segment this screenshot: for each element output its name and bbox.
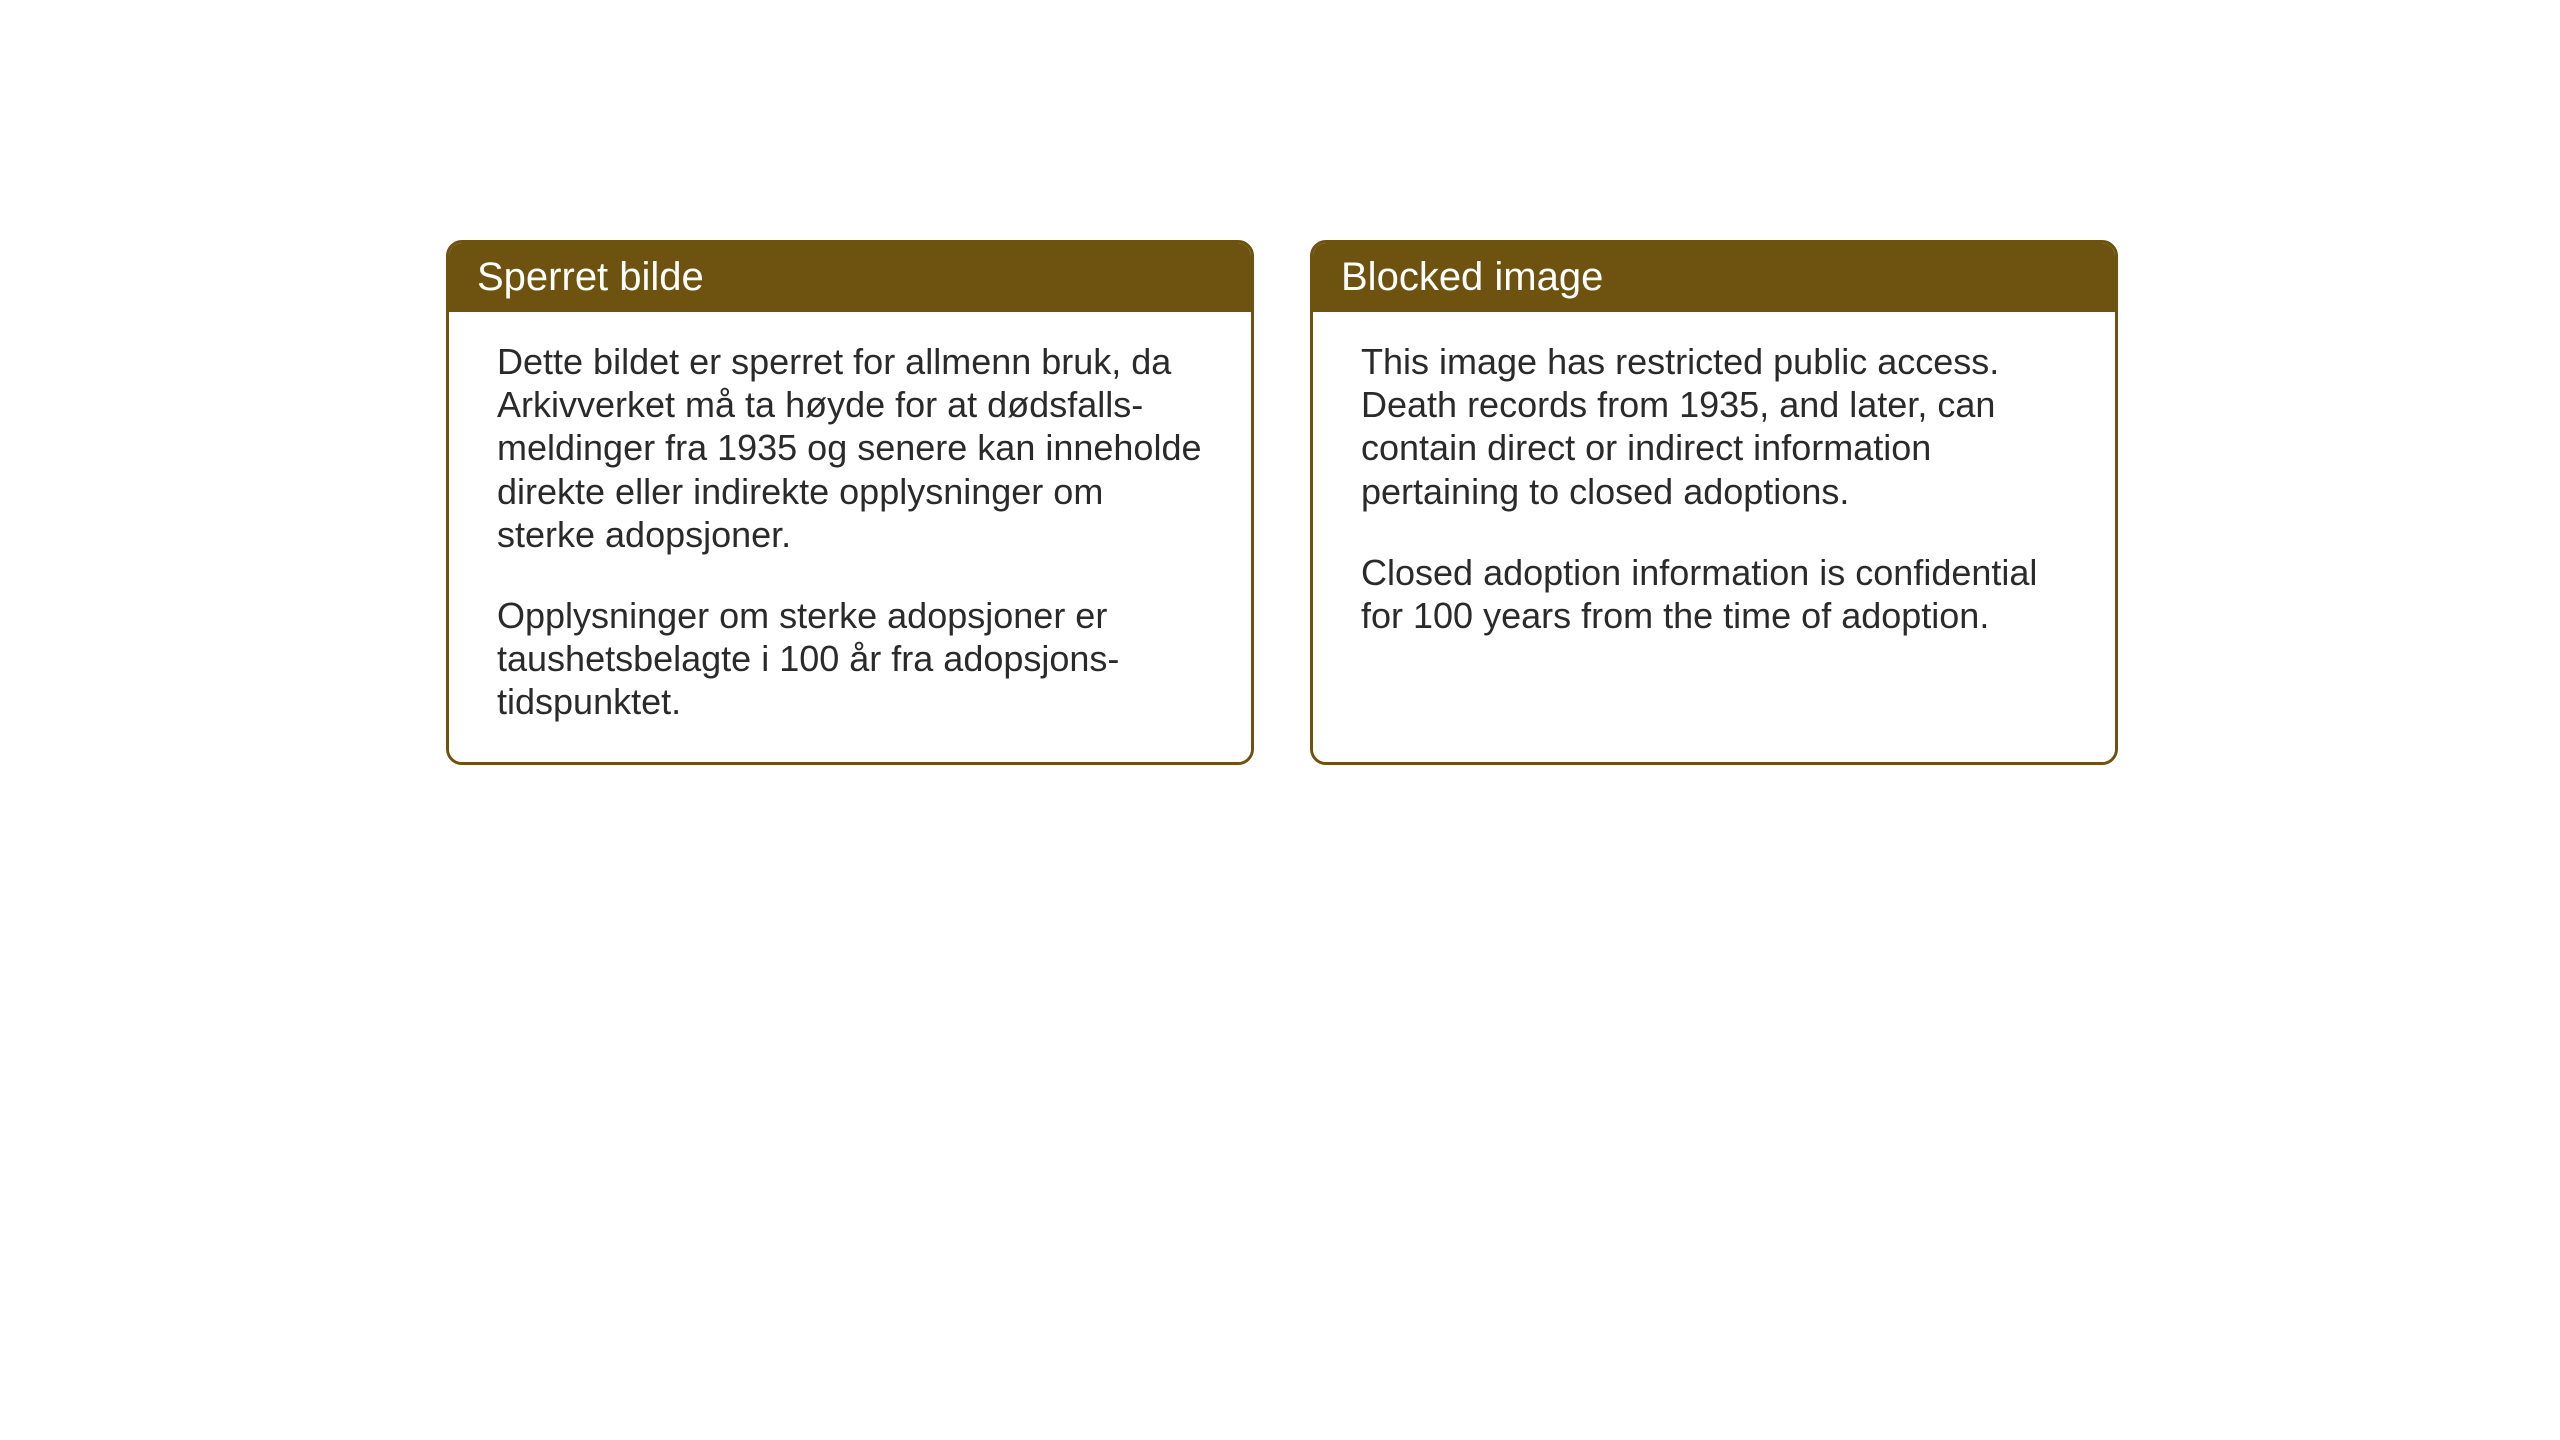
notice-paragraph-2-english: Closed adoption information is confident… xyxy=(1361,551,2067,637)
notice-paragraph-2-norwegian: Opplysninger om sterke adopsjoner er tau… xyxy=(497,594,1203,724)
notice-container: Sperret bilde Dette bildet er sperret fo… xyxy=(446,240,2118,765)
notice-title-norwegian: Sperret bilde xyxy=(477,255,704,299)
notice-header-english: Blocked image xyxy=(1313,243,2115,312)
notice-paragraph-1-english: This image has restricted public access.… xyxy=(1361,340,2067,513)
notice-card-norwegian: Sperret bilde Dette bildet er sperret fo… xyxy=(446,240,1254,765)
notice-paragraph-1-norwegian: Dette bildet er sperret for allmenn bruk… xyxy=(497,340,1203,556)
notice-body-english: This image has restricted public access.… xyxy=(1313,312,2115,762)
notice-body-norwegian: Dette bildet er sperret for allmenn bruk… xyxy=(449,312,1251,762)
notice-card-english: Blocked image This image has restricted … xyxy=(1310,240,2118,765)
notice-title-english: Blocked image xyxy=(1341,255,1603,299)
notice-header-norwegian: Sperret bilde xyxy=(449,243,1251,312)
